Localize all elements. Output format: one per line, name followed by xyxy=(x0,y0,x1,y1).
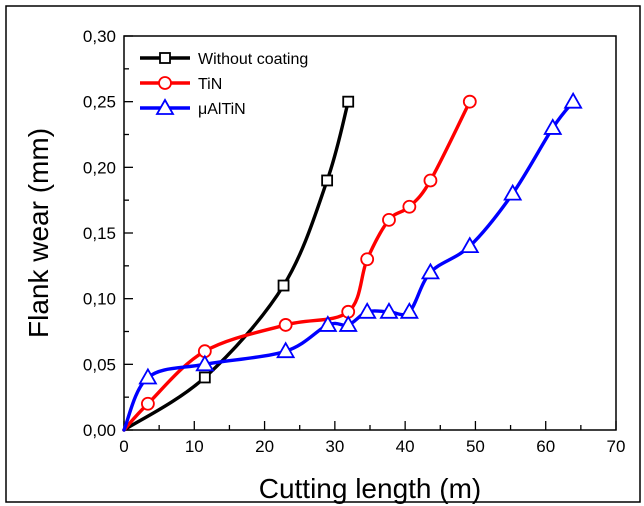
series-line xyxy=(122,99,472,432)
data-point xyxy=(138,367,158,385)
x-axis-title: Cutting length (m) xyxy=(259,473,482,504)
y-tick-label: 0,30 xyxy=(83,27,116,46)
y-axis-title: Flank wear (mm) xyxy=(23,128,54,338)
data-point xyxy=(342,95,355,108)
x-tick-label: 10 xyxy=(185,437,204,456)
data-point xyxy=(277,279,290,292)
data-point xyxy=(321,174,334,187)
legend-label: Without coating xyxy=(198,51,308,68)
data-point xyxy=(399,301,419,319)
legend-marker xyxy=(158,76,172,90)
data-point xyxy=(460,236,480,254)
data-point xyxy=(357,301,377,319)
data-point xyxy=(382,212,396,227)
x-tick-label: 60 xyxy=(536,437,555,456)
data-point xyxy=(563,91,583,109)
y-tick-label: 0,25 xyxy=(83,93,116,112)
legend-marker xyxy=(159,52,171,64)
series-circle xyxy=(122,94,477,432)
data-point xyxy=(318,315,338,332)
y-tick-label: 0,15 xyxy=(83,224,116,243)
legend-label: μAlTiN xyxy=(198,101,246,118)
y-tick-label: 0,10 xyxy=(83,290,116,309)
legend: Without coating TiN μAlTiN xyxy=(140,51,308,118)
legend-entry: μAlTiN xyxy=(140,98,246,118)
y-tick-label: 0,00 xyxy=(83,421,116,440)
data-point xyxy=(140,396,155,411)
data-point xyxy=(276,341,296,359)
y-tick-label: 0,20 xyxy=(83,158,116,177)
data-point xyxy=(462,94,477,109)
x-tick-label: 70 xyxy=(607,437,626,456)
legend-entry: Without coating xyxy=(140,51,308,68)
data-point xyxy=(379,301,399,319)
data-point xyxy=(402,199,417,214)
series-layer xyxy=(122,91,583,432)
data-point xyxy=(360,252,375,267)
x-tick-label: 20 xyxy=(255,437,274,456)
x-tick-label: 30 xyxy=(325,437,344,456)
data-point xyxy=(278,318,293,332)
x-tick-label: 50 xyxy=(466,437,485,456)
legend-label: TiN xyxy=(198,76,222,93)
series-triangle xyxy=(122,91,583,432)
data-point xyxy=(420,262,440,280)
data-point xyxy=(195,354,215,372)
x-tick-label: 0 xyxy=(119,437,128,456)
data-point xyxy=(423,173,438,188)
figure-frame xyxy=(5,5,641,503)
data-point xyxy=(543,118,563,135)
y-tick-label: 0,05 xyxy=(83,355,116,374)
data-point xyxy=(198,371,211,384)
data-point xyxy=(338,315,358,332)
data-point xyxy=(503,183,523,201)
x-tick-label: 40 xyxy=(396,437,415,456)
axis-ticks: 0 10 20 30 40 50 60 70 0,00 0,05 0,10 0,15 0,20 0,25 0… xyxy=(83,27,626,456)
legend-entry: TiN xyxy=(140,76,222,93)
legend-marker xyxy=(155,98,175,115)
series-square xyxy=(122,95,355,432)
